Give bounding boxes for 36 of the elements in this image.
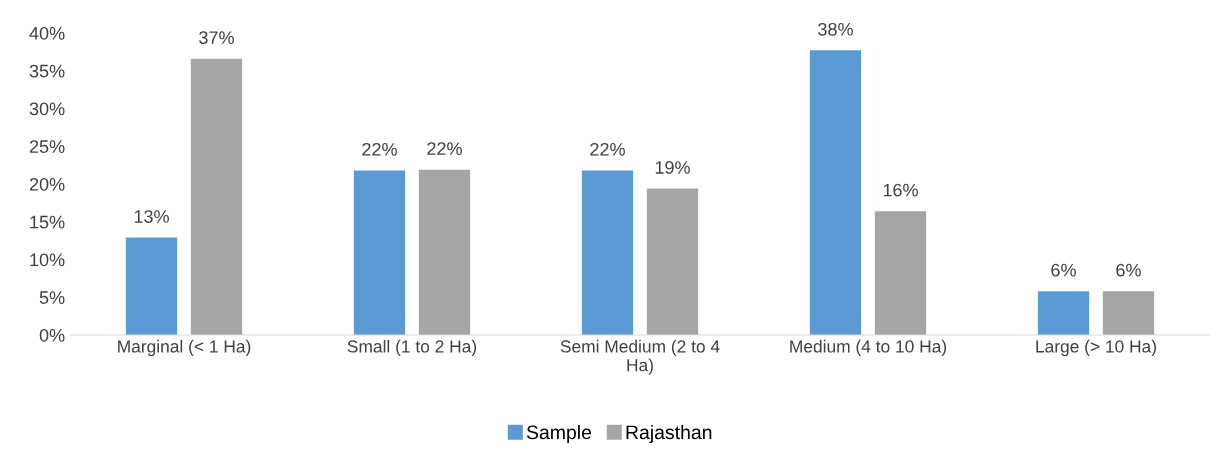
x-tick-label: Marginal (< 1 Ha) [118, 339, 251, 357]
legend-label: Rajasthan [626, 424, 712, 444]
data-label: 22% [590, 142, 625, 156]
y-tick-label: 10% [30, 253, 65, 267]
data-label: 6% [1051, 263, 1076, 277]
data-label: 37% [199, 31, 234, 44]
bar [646, 188, 699, 335]
x-tick-label: Medium (4 to 10 Ha) [790, 339, 947, 357]
bar [125, 237, 178, 335]
bar [874, 211, 927, 335]
y-tick-label: 20% [29, 177, 65, 191]
legend-label: Sample [526, 424, 592, 444]
data-label: 6% [1116, 263, 1141, 277]
bar [809, 50, 862, 335]
data-label: 16% [883, 183, 918, 197]
bar [353, 170, 406, 335]
y-tick-label: 5% [39, 291, 65, 304]
y-tick-label: 35% [29, 64, 65, 78]
y-tick-label: 15% [30, 215, 65, 229]
bar [418, 169, 471, 335]
bar [1037, 291, 1090, 335]
bar [581, 170, 634, 335]
bar [1102, 291, 1155, 335]
bar [190, 58, 243, 335]
y-tick-label: 30% [29, 102, 65, 116]
data-label: 22% [427, 142, 462, 155]
data-label: 13% [134, 210, 169, 223]
y-tick-label: 25% [29, 140, 65, 153]
data-label: 22% [362, 142, 397, 156]
x-tick-label: Large (> 10 Ha) [1036, 339, 1156, 357]
x-tick-label: Semi Medium (2 to 4 Ha) [560, 339, 720, 375]
data-label: 19% [655, 161, 690, 174]
y-tick-label: 0% [39, 328, 65, 342]
y-tick-label: 40% [29, 26, 65, 40]
data-label: 38% [818, 22, 853, 36]
x-tick-label: Small (1 to 2 Ha) [347, 339, 477, 357]
